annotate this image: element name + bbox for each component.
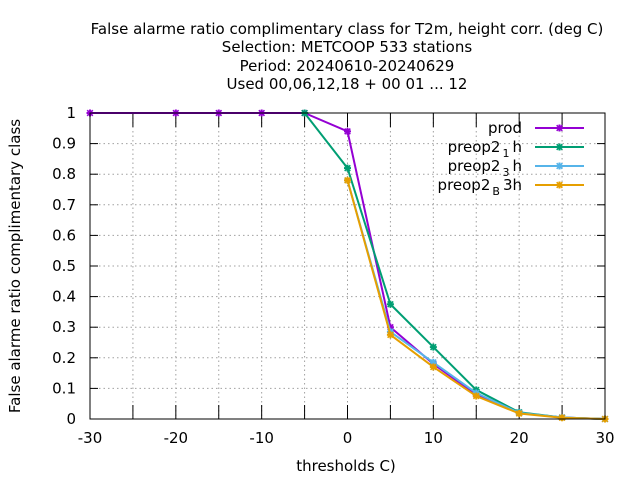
data-point — [429, 343, 437, 351]
plot-frame — [89, 112, 606, 420]
legend-entry: preop2 3 h — [448, 157, 584, 179]
legend-entry: preop2 B 3h — [438, 176, 584, 198]
y-tick-label: 0.7 — [52, 196, 76, 214]
y-tick-label: 0.3 — [52, 318, 76, 336]
y-tick-label: 0.1 — [52, 379, 76, 397]
chart-title: False alarme ratio complimentary class f… — [91, 20, 604, 93]
data-point — [515, 409, 523, 417]
data-point — [429, 363, 437, 371]
data-point — [344, 164, 351, 172]
y-tick-label: 0.4 — [52, 288, 76, 306]
y-tick-label: 0.2 — [52, 349, 76, 367]
y-axis-label: False alarme ratio complimentary class — [6, 119, 24, 413]
legend-entry: prod — [488, 119, 584, 137]
x-tick-label: 0 — [343, 429, 353, 447]
x-tick-label: -30 — [78, 429, 103, 447]
x-tick-label: -10 — [249, 429, 274, 447]
data-point — [386, 331, 394, 339]
data-point — [344, 127, 351, 135]
title-line-4: Used 00,06,12,18 + 00 01 ... 12 — [227, 75, 468, 93]
legend-label: preop2 1 h — [448, 138, 522, 160]
y-tick-label: 1 — [66, 104, 76, 122]
legend-label: preop2 B 3h — [438, 176, 522, 198]
x-axis-label: thresholds C) — [296, 457, 396, 475]
y-tick-labels: 0 0.1 0.2 0.3 0.4 0.5 0.6 0.7 0.8 0.9 1 — [52, 104, 76, 428]
x-tick-label: 20 — [510, 429, 529, 447]
data-point — [472, 392, 480, 400]
x-tick-label: 30 — [595, 429, 614, 447]
legend-entry: preop2 1 h — [448, 138, 584, 160]
legend-marker — [556, 181, 563, 189]
legend-marker — [556, 124, 563, 132]
legend-label: preop2 3 h — [448, 157, 522, 179]
title-line-1: False alarme ratio complimentary class f… — [91, 20, 604, 38]
y-tick-label: 0.9 — [52, 135, 76, 153]
y-tick-label: 0 — [66, 410, 76, 428]
series-layer — [86, 109, 609, 423]
x-tick-label: -20 — [164, 429, 189, 447]
x-tick-labels: -30 -20 -10 0 10 20 30 — [78, 429, 615, 447]
legend-marker — [556, 162, 563, 170]
x-tick-label: 10 — [424, 429, 443, 447]
data-point — [558, 414, 566, 422]
grid — [90, 113, 605, 419]
y-tick-label: 0.6 — [52, 226, 76, 244]
y-tick-label: 0.5 — [52, 257, 76, 275]
title-line-3: Period: 20240610-20240629 — [240, 57, 455, 75]
y-tick-label: 0.8 — [52, 165, 76, 183]
data-point — [344, 176, 351, 184]
legend-label: prod — [488, 119, 522, 137]
data-point — [386, 300, 394, 308]
legend-marker — [556, 143, 563, 151]
title-line-2: Selection: METCOOP 533 stations — [222, 38, 473, 56]
